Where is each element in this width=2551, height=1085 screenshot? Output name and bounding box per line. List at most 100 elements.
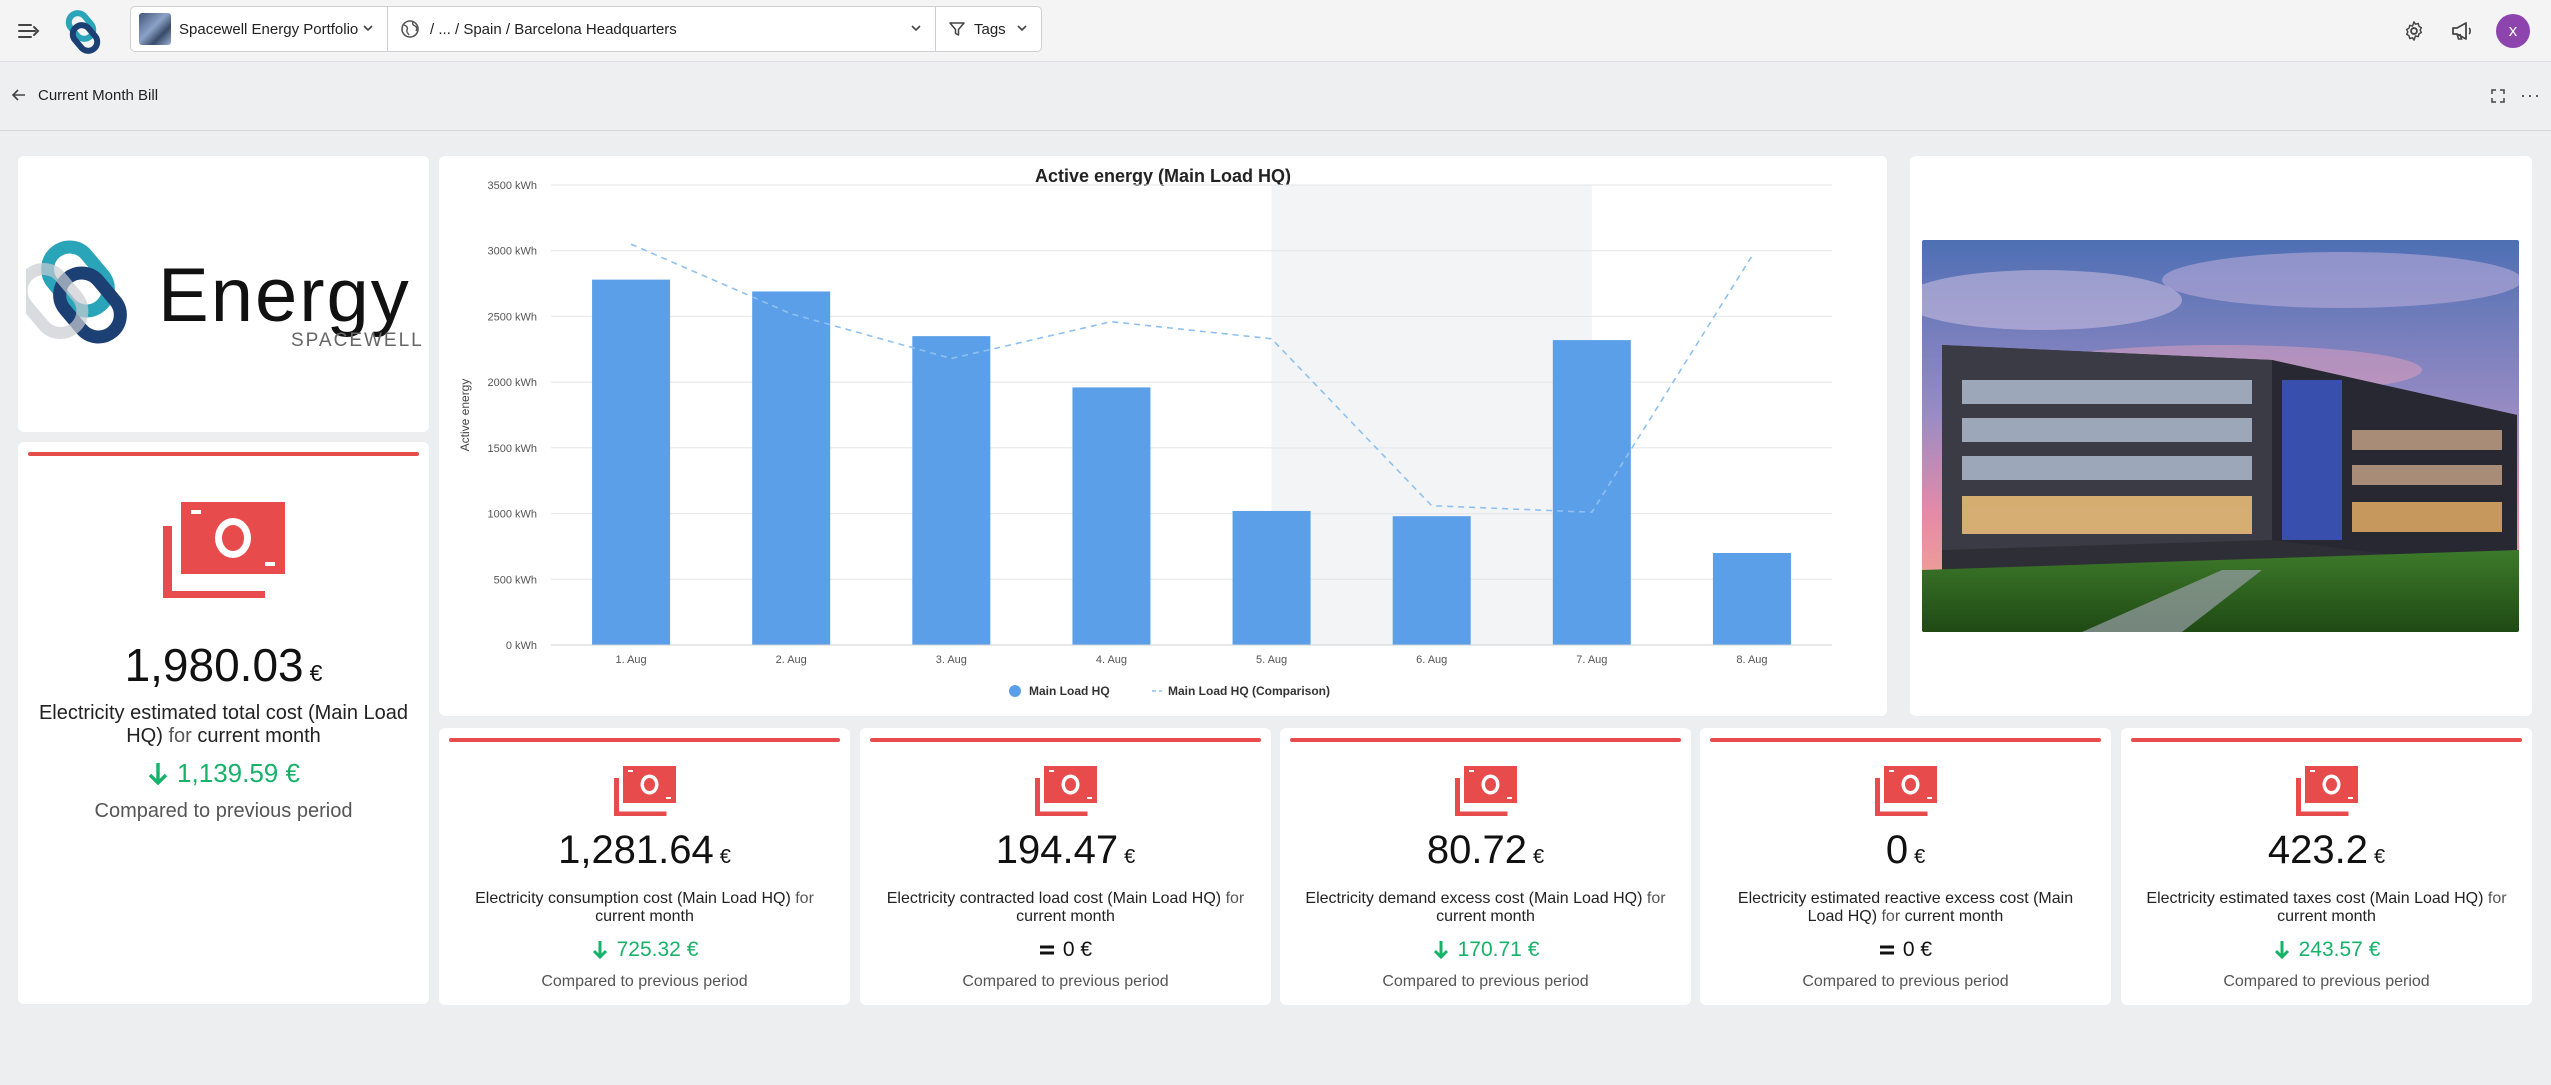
desc-period: current month [2277,908,2376,926]
money-bill-icon [2296,766,2358,816]
kpi-description: Electricity contracted load cost (Main L… [880,890,1251,927]
fullscreen-icon[interactable] [2490,88,2506,104]
accent-bar [28,452,419,456]
delta-value: 725.32 € [616,938,699,961]
kpi-value: 80.72 € [1280,828,1691,873]
arrow-down-icon [1433,941,1448,960]
kpi-value: 0 € [1700,828,2111,873]
logo-word: Energy [158,253,411,338]
bar-3aug [912,336,991,645]
desc-for: for [795,890,814,907]
desc-main: Electricity contracted load cost (Main L… [886,890,1222,907]
money-bill-icon [1455,766,1517,816]
portfolio-picker[interactable]: Spacewell Energy Portfolio [130,6,388,52]
accent-bar [449,738,840,742]
accent-bar [1710,738,2101,742]
comparison-line [630,243,1753,514]
chevron-down-icon [1017,25,1027,32]
menu-toggle-icon[interactable] [14,16,44,46]
bar-8aug [1712,553,1791,645]
chart-title: Active energy (Main Load HQ) [1034,166,1292,186]
kpi-number: 0 [1885,828,1909,872]
bar-7aug [1552,340,1631,645]
building-photo [1922,240,2519,632]
logo-brand: SPACEWELL [291,330,424,351]
x-tick-label: 2. Aug [776,654,807,666]
compare-label: Compared to previous period [94,800,353,822]
money-bill-icon [614,766,676,816]
portfolio-label: Spacewell Energy Portfolio [179,20,359,38]
bar-5aug [1232,510,1311,645]
active-energy-chart: 0 kWh 500 kWh 1000 kWh 1500 kWh 2000 kWh 2500… [458,180,1832,698]
kpi-delta: 0 € [860,938,1271,962]
kpi-card-demand-excess: 80.72 € Electricity demand excess cost (Ma… [1280,728,1691,1005]
kpi-card-reactive-excess: 0 € Electricity estimated reactive excess … [1700,728,2111,1005]
y-tick-label: 1500 kWh [487,443,537,455]
accent-bar [870,738,1261,742]
delta-value: 243.57 € [2298,938,2381,961]
desc-period: current month [1016,908,1115,926]
arrow-down-icon [592,941,607,960]
tags-label: Tags [974,20,1006,38]
kpi-card-contracted-load: 194.47 € Electricity contracted load cost … [860,728,1271,1005]
page-header: Current Month Bill ··· [0,63,2551,131]
kpi-description: Electricity estimated reactive excess co… [1720,890,2091,927]
kpi-number: 1,281.64 [558,828,714,872]
kpi-delta: 0 € [1700,938,2111,962]
arrow-down-icon [2274,941,2289,960]
equals-icon [1879,945,1894,955]
accent-bar [1290,738,1681,742]
y-tick-label: 2500 kWh [487,311,537,323]
total-cost-delta: 1,139.59 € [18,758,429,789]
y-tick-label: 500 kWh [494,574,537,586]
compare-label: Compared to previous period [1382,973,1589,990]
bar-2aug [752,291,831,645]
chevron-down-icon [363,25,373,32]
kpi-value: 423.2 € [2121,828,2532,873]
accent-bar [2131,738,2522,742]
kpi-unit: € [2373,846,2386,868]
filter-icon [949,22,965,36]
megaphone-icon[interactable] [2448,17,2476,45]
user-avatar[interactable]: x [2496,14,2530,48]
desc-main: Electricity demand excess cost (Main Loa… [1305,890,1643,907]
bar-1aug [592,279,671,645]
settings-gear-icon[interactable] [2400,17,2428,45]
total-cost-value: 1,980.03 € [18,638,429,692]
kpi-delta: 725.32 € [439,938,850,962]
chevron-down-icon [911,25,921,32]
tags-filter[interactable]: Tags [936,6,1042,52]
x-tick-label: 6. Aug [1416,654,1447,666]
back-arrow-icon[interactable] [10,86,28,104]
more-options-icon[interactable]: ··· [2520,85,2541,105]
total-cost-card: 1,980.03 € Electricity estimated total co… [18,442,429,1004]
x-tick-label: 5. Aug [1256,654,1287,666]
compare-label: Compared to previous period [1802,973,2009,990]
y-tick-label: 3500 kWh [487,180,537,192]
kpi-description: Electricity demand excess cost (Main Loa… [1300,890,1671,927]
equals-icon [1039,945,1054,955]
energy-logo-card: Energy SPACEWELL [18,156,429,432]
desc-for: for [1225,890,1245,907]
app-logo-icon[interactable] [58,6,108,56]
desc-for: for [2487,890,2507,907]
desc-period: current month [1904,908,2004,926]
delta-value: 170.71 € [1457,938,1540,961]
kpi-value: 194.47 € [860,828,1271,873]
kpi-unit: € [719,846,731,868]
page-title: Current Month Bill [38,87,159,104]
desc-main: Electricity estimated taxes cost (Main L… [2146,890,2484,907]
compare-label: Compared to previous period [2223,973,2430,990]
total-cost-number: 1,980.03 [124,639,304,691]
top-bar: Spacewell Energy Portfolio / ... / Spain… [0,0,2551,62]
compare-label: Compared to previous period [541,973,748,990]
active-energy-chart-card: Active energy (Main Load HQ) 0 kWh 500 kW… [439,156,1887,716]
kpi-delta: 243.57 € [2121,938,2532,962]
desc-for: for [168,725,192,747]
desc-period: current month [197,725,321,747]
y-axis-label: Active energy [458,379,472,452]
location-picker[interactable]: / ... / Spain / Barcelona Headquarters [388,6,936,52]
kpi-number: 423.2 [2267,828,2368,872]
legend-bar-marker [1009,685,1021,697]
desc-main: Electricity consumption cost (Main Load … [475,890,791,907]
